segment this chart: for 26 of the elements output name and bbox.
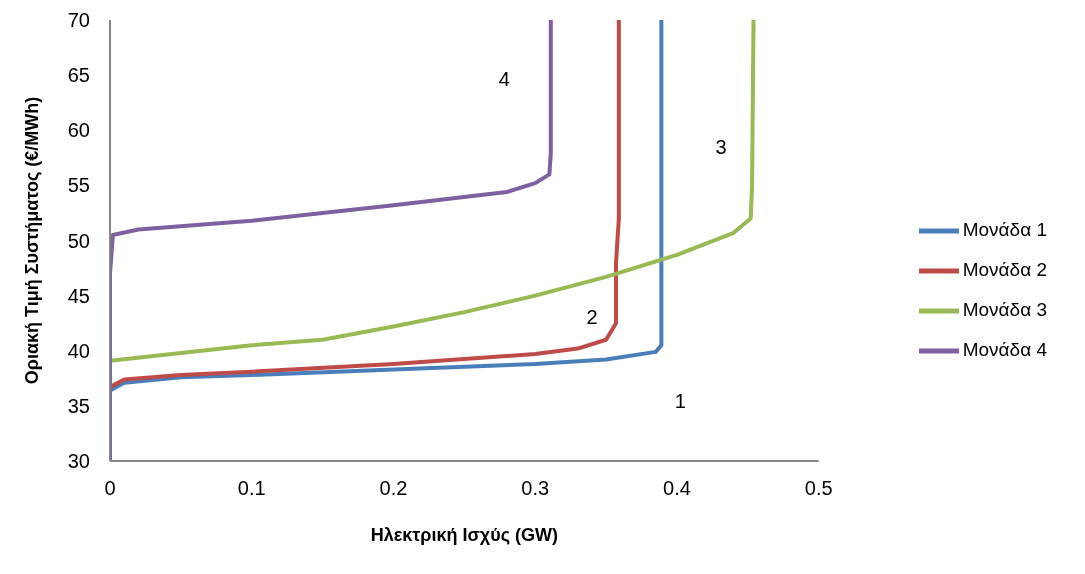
- legend-label: Μονάδα 2: [962, 259, 1047, 281]
- y-tick-label: 40: [67, 339, 90, 362]
- x-tick-label: 0: [104, 477, 116, 500]
- y-axis-title: Οριακή Τιμή Συστήματος (€/MWh): [22, 96, 43, 385]
- legend-label: Μονάδα 4: [962, 339, 1047, 361]
- y-tick-label: 60: [67, 119, 90, 142]
- y-tick-label: 45: [67, 284, 90, 307]
- annotation: 2: [586, 305, 598, 328]
- y-tick-label: 35: [67, 394, 90, 417]
- annotation: 1: [674, 390, 686, 413]
- y-tick-label: 65: [67, 64, 90, 87]
- y-tick-label: 30: [67, 450, 90, 473]
- legend-label: Μονάδα 1: [962, 219, 1047, 241]
- x-tick-label: 0.3: [521, 477, 550, 500]
- line-series: [110, 20, 756, 363]
- legend-label: Μονάδα 3: [962, 299, 1047, 321]
- annotation: 3: [715, 136, 727, 159]
- y-tick-label: 70: [67, 9, 90, 32]
- y-tick-label: 55: [67, 174, 90, 197]
- x-axis-title: Ηλεκτρική Ισχύς (GW): [370, 525, 558, 545]
- x-tick-label: 0.5: [804, 477, 833, 500]
- y-tick-label: 50: [67, 229, 90, 252]
- annotation: 4: [498, 68, 510, 91]
- x-tick-label: 0.2: [379, 477, 408, 500]
- x-tick-label: 0.1: [237, 477, 266, 500]
- x-tick-label: 0.4: [663, 477, 691, 500]
